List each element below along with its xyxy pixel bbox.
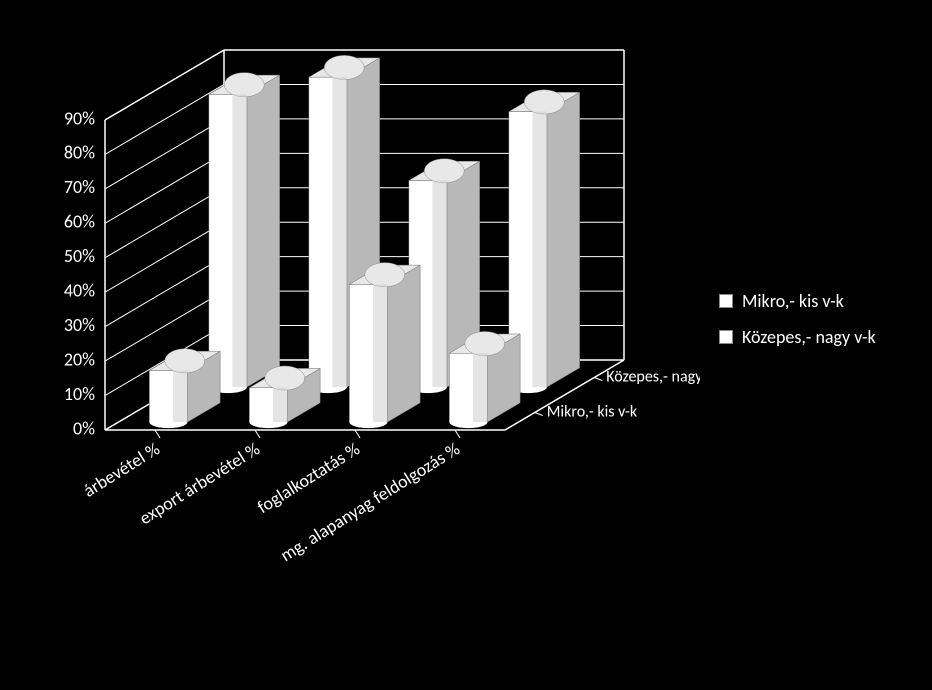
- svg-text:70%: 70%: [64, 176, 95, 198]
- chart-stage: 0% 10% 20% 30% 40% 50% 60% 70% 80% 90% árbevétel %…: [0, 0, 932, 690]
- svg-text:Közepes,- nagy v-k: Közepes,- nagy v-k: [606, 368, 700, 387]
- svg-text:60%: 60%: [64, 211, 95, 233]
- legend-item: Mikro,- kis v-k: [720, 290, 876, 312]
- legend-swatch-icon: [720, 295, 732, 307]
- svg-text:mg. alapanyag feldolgozás %: mg. alapanyag feldolgozás %: [276, 438, 464, 567]
- svg-text:10%: 10%: [64, 383, 95, 405]
- svg-text:40%: 40%: [64, 280, 95, 302]
- legend-swatch-icon: [720, 331, 732, 343]
- svg-text:Mikro,- kis v-k: Mikro,- kis v-k: [547, 403, 638, 422]
- legend-label: Mikro,- kis v-k: [742, 290, 844, 312]
- svg-text:90%: 90%: [64, 107, 95, 129]
- svg-text:árbevétel %: árbevétel %: [79, 438, 164, 502]
- svg-text:30%: 30%: [64, 314, 95, 336]
- chart-3d-bar: 0% 10% 20% 30% 40% 50% 60% 70% 80% 90% árbevétel %…: [0, 0, 700, 690]
- legend: Mikro,- kis v-k Közepes,- nagy v-k: [720, 290, 876, 362]
- svg-text:50%: 50%: [64, 245, 95, 267]
- legend-item: Közepes,- nagy v-k: [720, 326, 876, 348]
- svg-text:0%: 0%: [73, 417, 95, 439]
- svg-text:80%: 80%: [64, 142, 95, 164]
- legend-label: Közepes,- nagy v-k: [742, 326, 876, 348]
- svg-text:20%: 20%: [64, 348, 95, 370]
